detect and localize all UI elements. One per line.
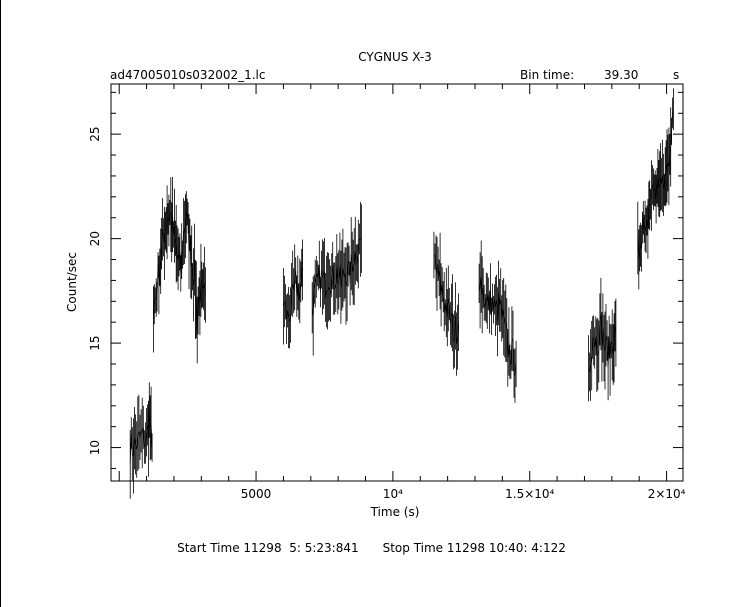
start-time: Start Time 11298 5: 5:23:841: [177, 541, 359, 555]
light-curve-segment: [129, 410, 153, 465]
time-range-footer: Start Time 11298 5: 5:23:841 Stop Time 11…: [0, 541, 743, 555]
axis-ticks: [111, 84, 683, 481]
light-curve-error-bars: [129, 382, 153, 499]
x-tick-label: 1.5×10⁴: [505, 487, 554, 501]
light-curve-error-bars: [588, 277, 617, 402]
light-curve-data: [129, 88, 674, 499]
light-curve-error-bars: [637, 88, 674, 290]
bin-time-unit: s: [673, 68, 679, 82]
light-curve-error-bars: [153, 177, 206, 364]
x-tick-label: 2×10⁴: [648, 487, 686, 501]
plot-frame: [110, 83, 684, 482]
y-axis-label: Count/sec: [65, 252, 79, 312]
light-curve-error-bars: [283, 239, 303, 349]
bin-time-value: 39.30: [604, 68, 638, 82]
stop-time: Stop Time 11298 10:40: 4:122: [382, 541, 566, 555]
x-tick-label: 10⁴: [383, 487, 403, 501]
y-tick-label: 25: [88, 127, 102, 142]
window-left-border: [0, 0, 1, 607]
x-tick-label: 5000: [241, 487, 272, 501]
light-curve-segment: [637, 109, 674, 260]
light-curve-error-bars: [433, 231, 459, 376]
light-curve-segment: [153, 211, 206, 330]
chart-title: CYGNUS X-3: [358, 50, 432, 64]
light-curve-error-bars: [311, 202, 362, 356]
y-tick-label: 20: [88, 231, 102, 246]
y-tick-label: 10: [88, 440, 102, 455]
y-tick-label: 15: [88, 335, 102, 350]
light-curve-segment: [588, 313, 617, 372]
bin-time-label: Bin time:: [520, 68, 574, 82]
x-axis-label: Time (s): [370, 505, 420, 519]
light-curve-error-bars: [478, 240, 517, 403]
file-label: ad47005010s032002_1.lc: [110, 68, 266, 82]
tick-labels: 5000 10⁴ 1.5×10⁴ 2×10⁴ 10 15 20 25: [88, 127, 686, 501]
